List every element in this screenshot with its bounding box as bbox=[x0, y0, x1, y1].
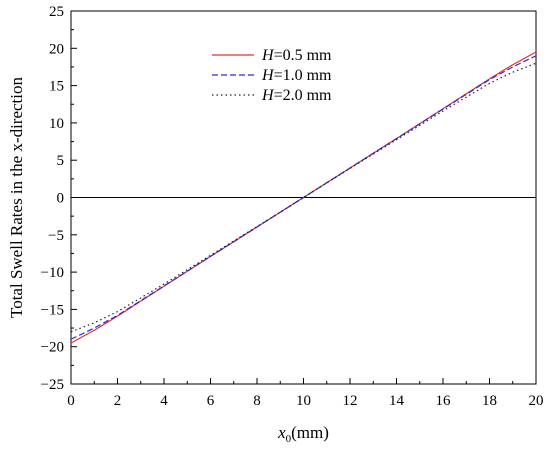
legend-label-var: H bbox=[261, 47, 275, 64]
y-tick-label: −5 bbox=[48, 228, 64, 244]
x-axis-label-sub: 0 bbox=[286, 433, 292, 445]
y-tick-label: −25 bbox=[41, 377, 64, 393]
legend-label-rest: =1.0 mm bbox=[274, 67, 332, 84]
x-axis-label-unit: (mm) bbox=[291, 423, 329, 442]
y-tick-label: 0 bbox=[57, 191, 65, 207]
x-axis-label-var: x bbox=[277, 423, 286, 442]
tick-layer: 0 2 4 6 8 10 12 14 16 18 20 −25 −20 −15 −10 −5 0 5 10 15 20 2… bbox=[41, 4, 544, 409]
label-layer: x0(mm)Total Swell Rates in the x-directi… bbox=[7, 77, 329, 445]
legend-label-3: H=2.0 mm bbox=[261, 87, 332, 104]
legend-label-2: H=1.0 mm bbox=[261, 67, 332, 84]
x-tick-label: 6 bbox=[207, 393, 215, 409]
x-tick-label: 4 bbox=[160, 393, 168, 409]
y-tick-label: 25 bbox=[49, 4, 64, 20]
x-tick-label: 8 bbox=[253, 393, 261, 409]
legend: H=0.5 mmH=1.0 mmH=2.0 mm bbox=[212, 47, 332, 104]
x-axis-label: x0(mm) bbox=[277, 423, 329, 445]
series-line-2 bbox=[70, 55, 537, 340]
legend-label-var: H bbox=[261, 87, 275, 104]
legend-label-rest: =0.5 mm bbox=[274, 47, 332, 64]
y-tick-label: 15 bbox=[49, 79, 64, 95]
y-tick-label: 20 bbox=[49, 41, 64, 57]
x-tick-label: 18 bbox=[482, 393, 497, 409]
y-tick-label: −20 bbox=[41, 340, 64, 356]
y-tick-label: −15 bbox=[41, 302, 64, 318]
series-layer bbox=[70, 51, 537, 344]
y-tick-label: 5 bbox=[57, 153, 65, 169]
legend-label-1: H=0.5 mm bbox=[261, 47, 332, 64]
x-tick-label: 0 bbox=[67, 393, 75, 409]
x-tick-label: 16 bbox=[436, 393, 452, 409]
x-tick-label: 2 bbox=[114, 393, 122, 409]
x-tick-label: 10 bbox=[296, 393, 311, 409]
x-tick-label: 20 bbox=[529, 393, 544, 409]
y-axis-label: Total Swell Rates in the x-direction bbox=[7, 77, 26, 319]
x-tick-label: 14 bbox=[389, 393, 405, 409]
legend-label-var: H bbox=[261, 67, 275, 84]
x-tick-label: 12 bbox=[343, 393, 358, 409]
y-tick-label: −10 bbox=[41, 265, 64, 281]
y-tick-label: 10 bbox=[49, 116, 64, 132]
series-line-3 bbox=[70, 62, 537, 333]
legend-label-rest: =2.0 mm bbox=[274, 87, 332, 104]
